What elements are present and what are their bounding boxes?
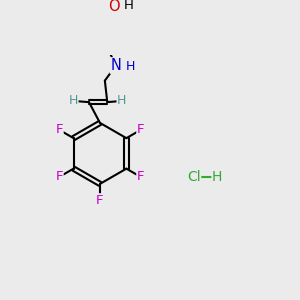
Text: F: F	[137, 123, 145, 136]
Text: F: F	[137, 170, 145, 183]
Text: F: F	[56, 170, 63, 183]
Text: Cl: Cl	[187, 169, 201, 184]
Text: H: H	[68, 94, 78, 107]
Text: H: H	[124, 0, 134, 12]
Text: O: O	[108, 0, 120, 14]
Text: F: F	[56, 123, 63, 136]
Text: H: H	[117, 94, 127, 107]
Text: H: H	[125, 60, 135, 73]
Text: F: F	[96, 194, 104, 207]
Text: N: N	[110, 58, 121, 73]
Text: H: H	[212, 169, 222, 184]
